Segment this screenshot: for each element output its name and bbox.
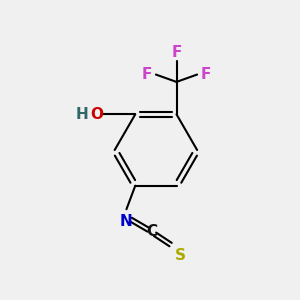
Text: F: F: [201, 67, 211, 82]
Text: O: O: [90, 107, 103, 122]
Text: C: C: [146, 224, 157, 239]
Text: S: S: [175, 248, 186, 262]
Text: N: N: [120, 214, 133, 229]
Text: F: F: [142, 67, 152, 82]
Text: F: F: [171, 45, 182, 60]
Text: H: H: [75, 107, 88, 122]
